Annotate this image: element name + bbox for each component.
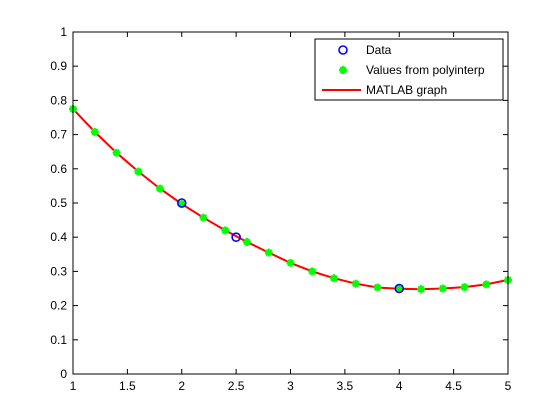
polyinterp-point — [264, 248, 273, 257]
x-tick-label: 1.5 — [119, 379, 136, 393]
polyinterp-point — [221, 226, 230, 235]
x-tick-label: 4 — [396, 379, 403, 393]
legend-label: MATLAB graph — [366, 83, 447, 97]
y-tick-label: 0.7 — [50, 128, 67, 142]
y-tick-label: 0.8 — [50, 93, 67, 107]
y-tick-label: 0.6 — [50, 162, 67, 176]
data-point — [176, 198, 187, 208]
y-tick-label: 0.1 — [50, 333, 67, 347]
polyinterp-point — [395, 284, 404, 293]
legend-key-data — [338, 45, 348, 55]
polyinterp-point — [156, 184, 164, 193]
y-tick-label: 0.3 — [50, 264, 67, 278]
y-tick-label: 0.9 — [50, 59, 67, 73]
polyinterp-point — [199, 213, 208, 222]
x-tick-label: 1 — [70, 379, 77, 393]
polyinterp-point — [351, 279, 360, 288]
polyinterp-point — [330, 274, 338, 283]
x-tick-label: 4.5 — [445, 379, 462, 393]
legend-items: Data Values from polyinterp MATLAB graph — [322, 43, 485, 97]
tick-layer: 1 1.5 2 2.5 3 3.5 4 4.5 5 0 0.1 0.2 0.3 0.4 0.5 0.6 0.7 0… — [50, 25, 511, 393]
x-tick-label: 2 — [178, 379, 185, 393]
legend-label: Values from polyinterp — [366, 63, 485, 77]
polyinterp-point — [112, 148, 121, 157]
legend-label: Data — [366, 43, 392, 57]
polyinterp-point — [438, 284, 447, 293]
polyinterp-point — [134, 167, 143, 176]
y-tick-label: 0.5 — [50, 196, 67, 210]
polyinterp-point — [417, 285, 425, 294]
legend-key-polyinterp — [339, 66, 347, 74]
x-tick-label: 3 — [287, 379, 294, 393]
y-tick-label: 1 — [60, 25, 67, 39]
polyinterp-point — [90, 127, 99, 136]
y-tick-label: 0.4 — [50, 230, 67, 244]
polyinterp-point — [482, 280, 491, 289]
legend: Data Values from polyinterp MATLAB graph — [314, 38, 504, 101]
series-layer — [69, 104, 512, 294]
data-point — [394, 283, 405, 294]
polyinterp-point — [286, 258, 295, 267]
x-tick-label: 2.5 — [228, 379, 245, 393]
x-tick-label: 3.5 — [337, 379, 354, 393]
polyinterp-point — [373, 283, 382, 292]
y-tick-label: 0.2 — [50, 299, 67, 313]
polyinterp-point — [243, 237, 251, 246]
polyinterp-point — [308, 267, 317, 276]
y-tick-label: 0 — [60, 367, 67, 381]
polyinterp-point — [460, 283, 469, 292]
data-point — [231, 232, 241, 242]
x-tick-label: 5 — [505, 379, 512, 393]
